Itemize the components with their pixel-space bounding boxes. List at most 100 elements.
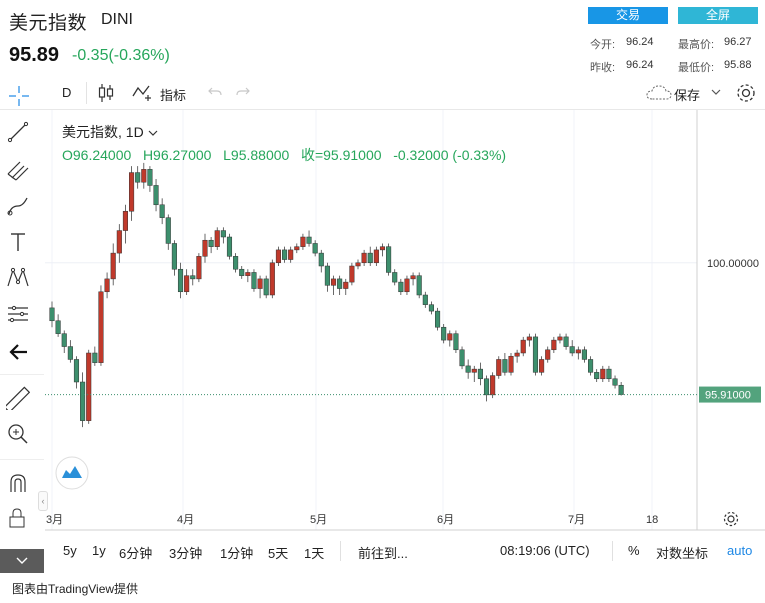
collapse-toolbar-button[interactable] xyxy=(0,549,44,573)
zoom-in-icon[interactable] xyxy=(6,422,30,446)
candle-body xyxy=(343,281,349,289)
candle-body xyxy=(263,278,269,296)
clock-time[interactable]: 08:19:06 (UTC) xyxy=(500,543,590,558)
divider xyxy=(612,541,613,561)
candle-body xyxy=(514,352,520,357)
save-label[interactable]: 保存 xyxy=(674,88,701,103)
candle xyxy=(588,356,594,376)
cloud-icon[interactable] xyxy=(646,85,672,101)
range-5d[interactable]: 5天 xyxy=(268,546,289,561)
indicators-icon[interactable] xyxy=(132,82,154,102)
candle-body xyxy=(135,172,141,183)
magnet-icon[interactable] xyxy=(6,472,30,496)
gear-icon[interactable] xyxy=(735,82,757,104)
candle-body xyxy=(490,375,496,396)
arrow-left-icon[interactable] xyxy=(6,340,30,364)
price-chart[interactable]: 95.91000 100.00000 3月 4月 5月 6月 7月 18 xyxy=(0,110,765,537)
percent-toggle[interactable]: % xyxy=(628,543,640,558)
candle xyxy=(600,365,606,382)
candle xyxy=(116,224,122,263)
auto-scale-toggle[interactable]: auto xyxy=(727,543,753,558)
candle xyxy=(337,275,343,295)
candle xyxy=(514,349,520,363)
candle-body xyxy=(349,265,355,283)
prev-close-label: 昨收: xyxy=(590,62,616,74)
trend-line-icon[interactable] xyxy=(6,120,30,144)
candle xyxy=(618,382,624,396)
candle xyxy=(361,249,367,266)
lock-drawings-icon[interactable] xyxy=(6,506,30,530)
range-6min[interactable]: 6分钟 xyxy=(119,546,153,561)
candle xyxy=(263,275,269,299)
gear-icon[interactable] xyxy=(723,511,739,527)
last-price: 95.89 xyxy=(9,44,60,66)
expand-handle[interactable]: ‹ xyxy=(38,491,48,511)
candle-body xyxy=(104,278,110,293)
time-tick-label: 7月 xyxy=(568,514,585,526)
candle-body xyxy=(618,384,624,395)
fullscreen-button[interactable]: 全屏 xyxy=(678,7,758,24)
range-3min[interactable]: 3分钟 xyxy=(169,546,203,561)
candle xyxy=(435,307,441,331)
candle-body xyxy=(545,349,551,360)
tradingview-credit[interactable]: 图表由TradingView提供 xyxy=(12,582,139,596)
candle-body xyxy=(581,349,587,360)
candle xyxy=(239,266,245,279)
candle-body xyxy=(288,249,294,260)
interval-button[interactable]: D xyxy=(62,85,72,100)
candle-body xyxy=(318,252,324,267)
candle xyxy=(306,230,312,247)
pitchfork-icon[interactable] xyxy=(6,158,30,182)
candle-body xyxy=(337,278,343,289)
candle xyxy=(453,330,459,353)
text-icon[interactable] xyxy=(6,230,30,254)
range-1y[interactable]: 1y xyxy=(92,543,106,558)
legend-symbol[interactable]: 美元指数, 1D xyxy=(62,122,158,142)
candle-body xyxy=(532,336,539,373)
range-5y[interactable]: 5y xyxy=(63,543,77,558)
chevron-down-icon[interactable] xyxy=(148,129,158,137)
prev-close-value: 96.24 xyxy=(626,59,654,71)
candle-body xyxy=(361,252,367,264)
candle xyxy=(459,346,465,370)
candle-body xyxy=(404,278,410,293)
range-1d[interactable]: 1天 xyxy=(304,546,325,561)
divider xyxy=(0,459,44,460)
candle xyxy=(545,346,551,363)
candle xyxy=(202,233,208,263)
candle-body xyxy=(422,294,428,305)
indicators-label[interactable]: 指标 xyxy=(160,88,187,103)
measure-tools-icon[interactable] xyxy=(6,302,30,326)
range-1min[interactable]: 1分钟 xyxy=(220,546,254,561)
candle-body xyxy=(447,333,453,341)
chevron-down-icon[interactable] xyxy=(711,88,721,96)
candle-body xyxy=(539,359,545,373)
redo-icon[interactable] xyxy=(236,86,250,98)
candle-body xyxy=(55,320,61,334)
candles-icon[interactable] xyxy=(97,83,115,103)
candle-body xyxy=(171,243,177,270)
time-tick-label: 5月 xyxy=(310,514,327,526)
log-scale-toggle[interactable]: 对数坐标 xyxy=(656,546,709,561)
candle xyxy=(557,333,563,344)
ruler-icon[interactable] xyxy=(6,386,30,410)
candle-body xyxy=(184,275,190,293)
legend-symbol-interval: 美元指数, 1D xyxy=(62,124,144,140)
candle-body xyxy=(496,359,502,376)
crosshair-icon[interactable] xyxy=(8,85,30,107)
candle-body xyxy=(367,252,373,264)
trade-button[interactable]: 交易 xyxy=(588,7,668,24)
candle xyxy=(410,272,416,286)
time-tick-label: 18 xyxy=(646,514,658,526)
candle xyxy=(318,249,324,273)
pattern-icon[interactable] xyxy=(6,266,30,290)
candle-body xyxy=(600,368,606,380)
undo-icon[interactable] xyxy=(208,86,222,98)
time-tick-label: 4月 xyxy=(177,514,194,526)
candle xyxy=(147,166,153,192)
candle-body xyxy=(239,268,245,276)
last-price-box xyxy=(699,386,761,403)
brush-icon[interactable] xyxy=(6,194,30,218)
tradingview-logo[interactable] xyxy=(55,456,89,490)
goto-date-button[interactable]: 前往到... xyxy=(358,546,408,561)
